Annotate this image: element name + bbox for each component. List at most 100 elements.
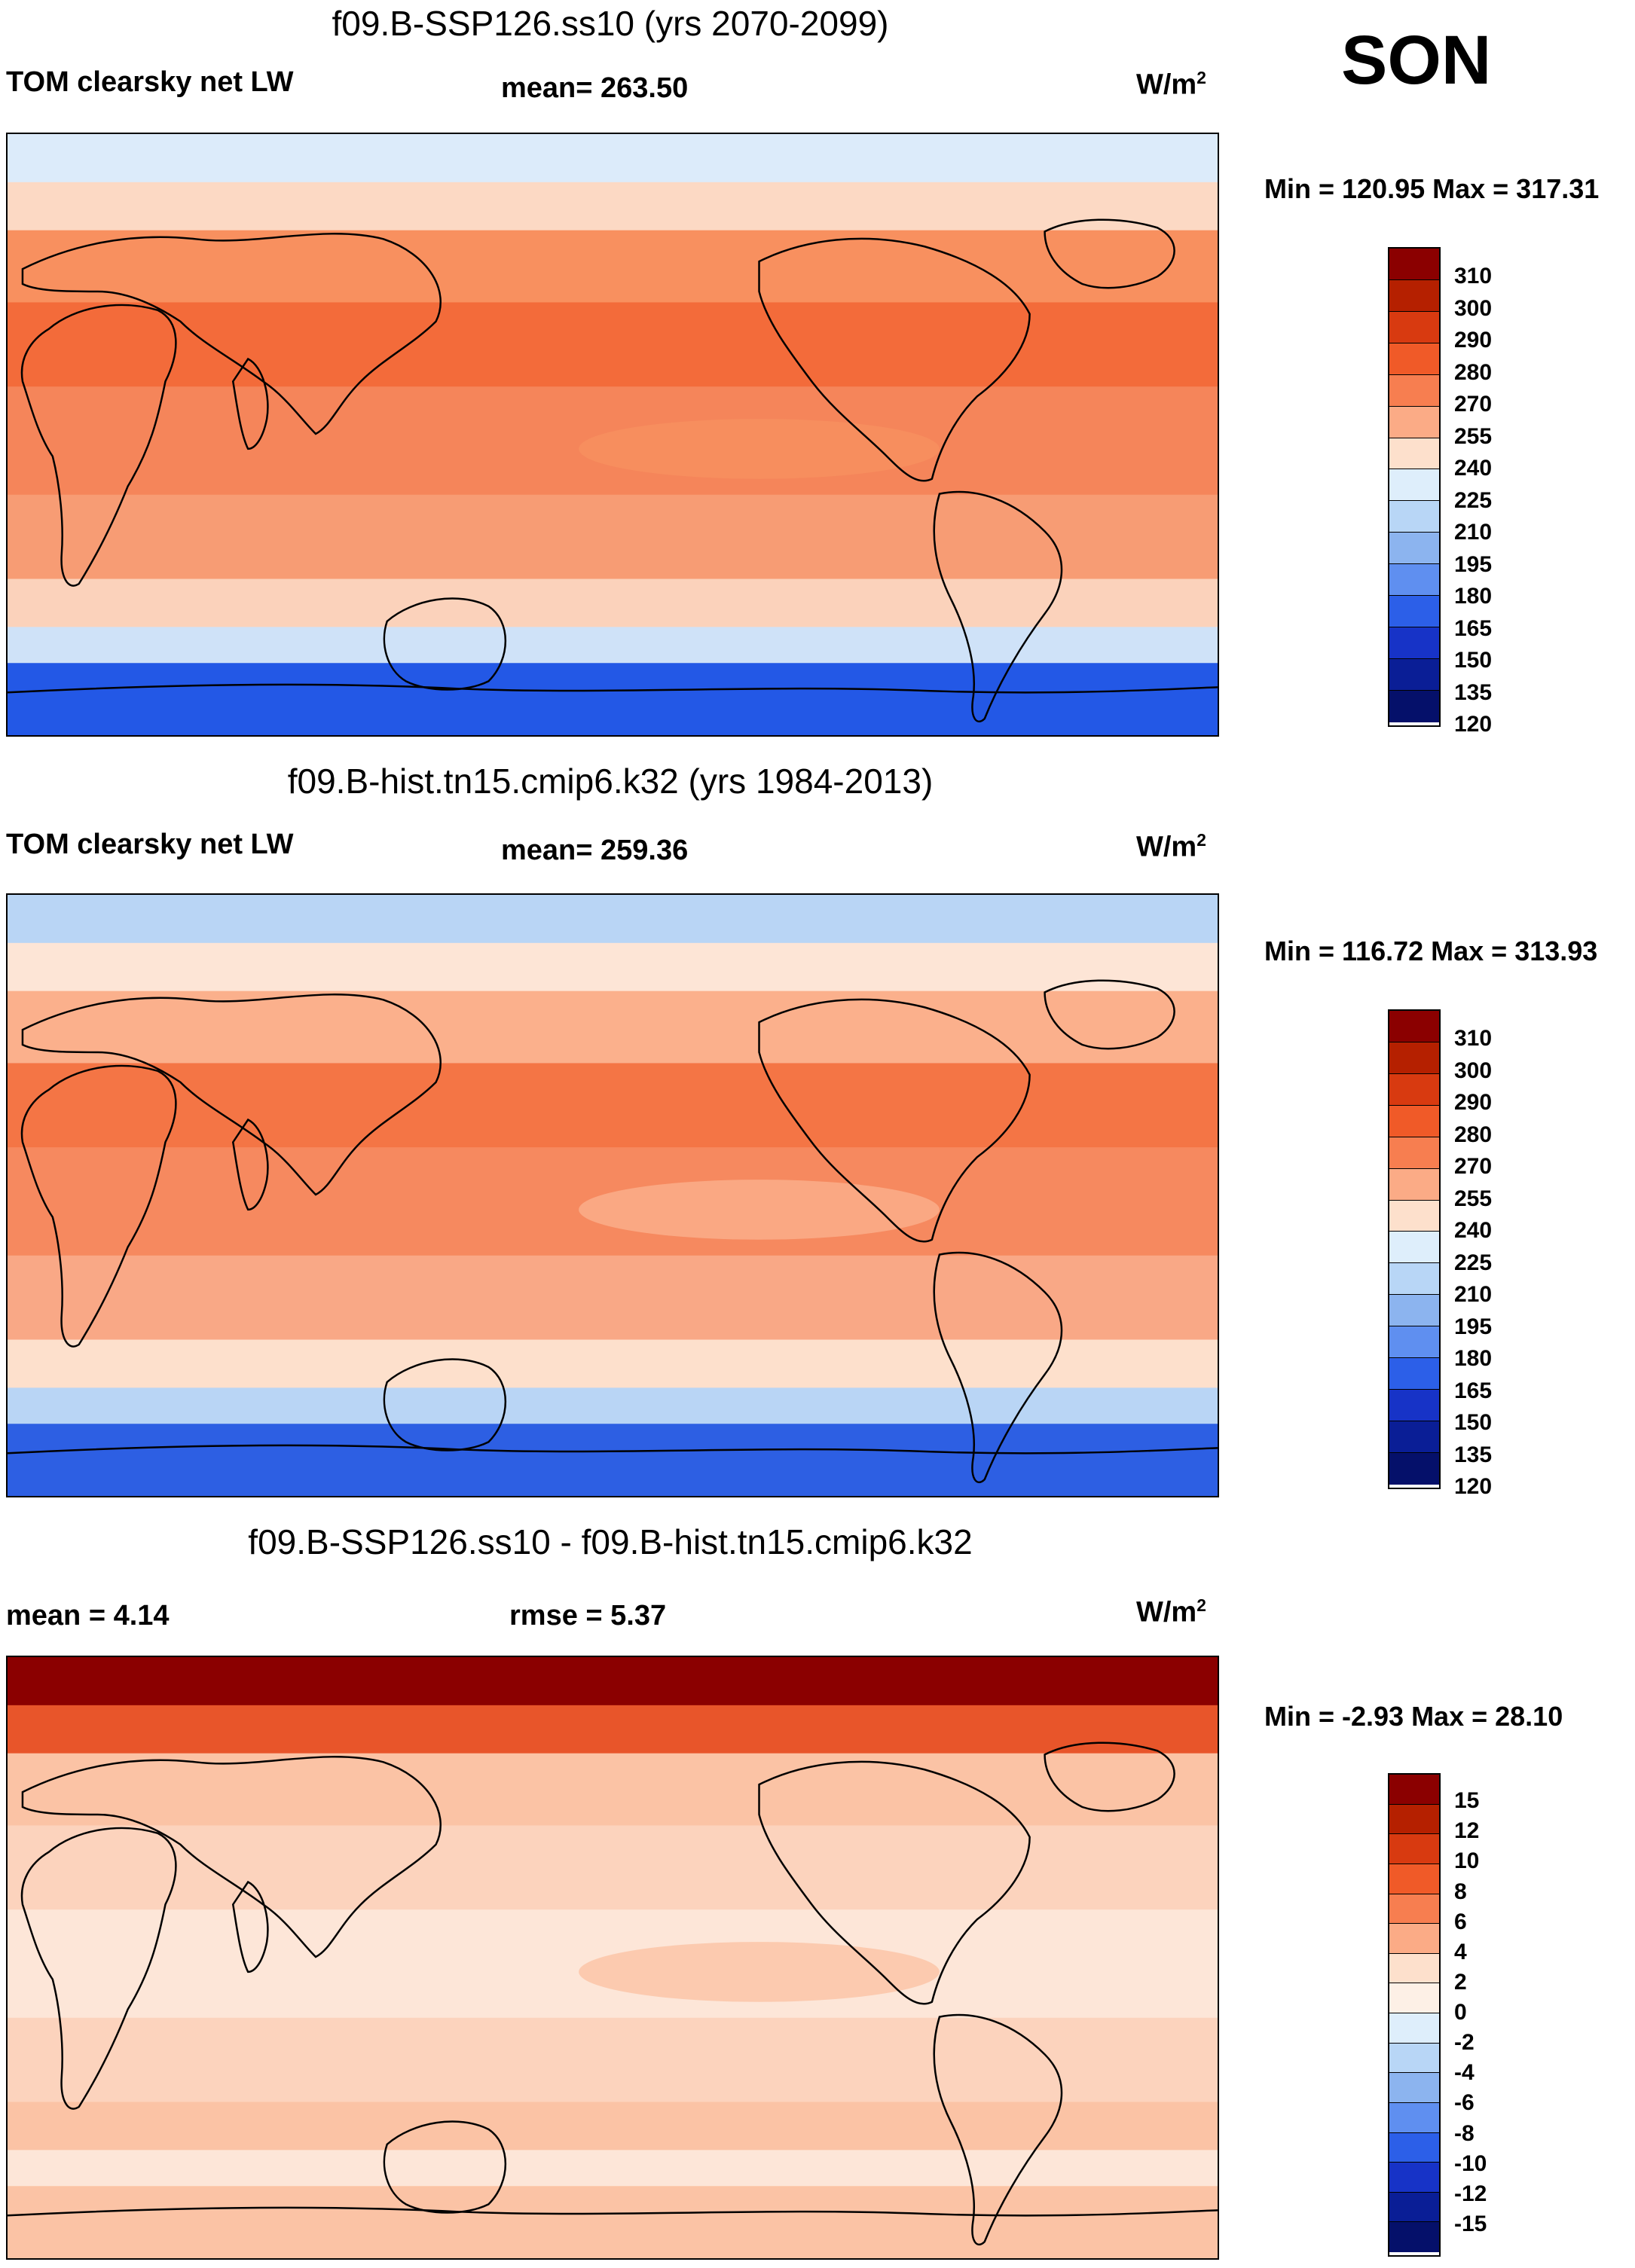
map-coastline: [21, 1756, 442, 1958]
colorbar-swatch: [1389, 2132, 1439, 2163]
panel-1-units: W/m2: [1136, 68, 1206, 101]
colorbar-swatch: [1389, 343, 1439, 375]
map-band: [8, 1705, 1218, 1754]
colorbar-tick-label: -6: [1454, 2090, 1475, 2116]
map-band: [8, 494, 1218, 580]
map-band: [8, 1387, 1218, 1425]
map-band: [8, 182, 1218, 231]
colorbar-swatch: [1389, 1042, 1439, 1074]
map-coastline: [20, 1827, 177, 2110]
panel-1-title: f09.B-SSP126.ss10 (yrs 2070-2099): [332, 4, 889, 43]
colorbar-tick-label: 255: [1454, 1186, 1493, 1211]
panel-1-minmax: Min = 120.95 Max = 317.31: [1264, 173, 1600, 204]
colorbar-tick-label: 10: [1454, 1848, 1480, 1874]
colorbar-swatch: [1389, 1953, 1439, 1984]
map-coastline: [20, 304, 177, 587]
map-band: [8, 1255, 1218, 1341]
colorbar-swatch: [1389, 1011, 1439, 1042]
panel-1-map: [6, 133, 1219, 737]
map-band: [8, 2017, 1218, 2103]
map-band: [8, 578, 1218, 628]
colorbar-tick-label: 165: [1454, 615, 1493, 641]
panel-3-map: [6, 1656, 1219, 2260]
map-band: [8, 942, 1218, 992]
colorbar-tick-label: 180: [1454, 1346, 1493, 1372]
panel-3-mean-label: mean = 4.14: [6, 1600, 170, 1632]
colorbar-swatch: [1389, 1232, 1439, 1264]
colorbar-tick-label: 290: [1454, 1090, 1493, 1116]
map-band: [8, 663, 1218, 735]
map-band: [8, 2186, 1218, 2258]
colorbar-swatch: [1389, 1168, 1439, 1201]
map-coastline: [1044, 218, 1175, 289]
colorbar-swatch: [1389, 501, 1439, 533]
colorbar-swatch: [1389, 438, 1439, 470]
map-coastline: [758, 1760, 1031, 2005]
map-band: [8, 1825, 1218, 1911]
map-band: [8, 2102, 1218, 2151]
panel-3-colorbar: [1388, 1773, 1441, 2257]
colorbar-tick-label: 165: [1454, 1378, 1493, 1403]
colorbar-swatch: [1389, 2163, 1439, 2193]
panel-2-map: [6, 893, 1219, 1497]
colorbar-swatch: [1389, 1983, 1439, 2013]
colorbar-tick-label: 240: [1454, 456, 1493, 481]
panel-1-variable-label: TOM clearsky net LW: [6, 66, 294, 98]
colorbar-tick-label: 150: [1454, 648, 1493, 673]
colorbar-swatch: [1389, 627, 1439, 659]
map-coastline: [1044, 1741, 1175, 1812]
colorbar-swatch: [1389, 1263, 1439, 1296]
colorbar-tick-label: 270: [1454, 392, 1493, 417]
map-band: [8, 991, 1218, 1064]
colorbar-tick-label: 255: [1454, 423, 1493, 449]
colorbar-swatch: [1389, 2102, 1439, 2133]
colorbar-tick-label: 4: [1454, 1939, 1467, 1964]
colorbar-tick-label: 135: [1454, 679, 1493, 705]
map-band: [8, 134, 1218, 183]
map-warm-pool: [579, 1180, 940, 1240]
map-coastline: [758, 237, 1031, 482]
colorbar-tick-label: -4: [1454, 2060, 1475, 2086]
map-coastline: [933, 2013, 1063, 2246]
colorbar-swatch: [1389, 1295, 1439, 1327]
colorbar-tick-label: 15: [1454, 1788, 1480, 1814]
season-label: SON: [1341, 22, 1492, 99]
colorbar-swatch: [1389, 564, 1439, 597]
colorbar-swatch: [1389, 1200, 1439, 1232]
panel-2-mean-label: mean= 259.36: [501, 835, 689, 866]
colorbar-swatch: [1389, 2222, 1439, 2252]
colorbar-swatch: [1389, 1105, 1439, 1137]
map-coastline: [758, 998, 1031, 1243]
panel-3-minmax: Min = -2.93 Max = 28.10: [1264, 1701, 1563, 1732]
colorbar-tick-label: 225: [1454, 1250, 1493, 1275]
colorbar-tick-label: -10: [1454, 2150, 1487, 2176]
colorbar-tick-label: 300: [1454, 1058, 1493, 1083]
colorbar-tick-label: 0: [1454, 2000, 1467, 2025]
colorbar-swatch: [1389, 2043, 1439, 2074]
colorbar-swatch: [1389, 596, 1439, 628]
colorbar-tick-label: -12: [1454, 2181, 1487, 2206]
colorbar-swatch: [1389, 1358, 1439, 1390]
colorbar-tick-label: 12: [1454, 1818, 1480, 1844]
colorbar-tick-label: 120: [1454, 1474, 1493, 1499]
colorbar-swatch: [1389, 1775, 1439, 1805]
colorbar-swatch: [1389, 1924, 1439, 1954]
colorbar-tick-label: 225: [1454, 487, 1493, 513]
map-coastline: [1044, 979, 1175, 1050]
panel-1-mean-label: mean= 263.50: [501, 72, 689, 104]
colorbar-tick-label: -8: [1454, 2120, 1475, 2146]
panel-3-rmse-label: rmse = 5.37: [509, 1600, 667, 1632]
colorbar-tick-label: 270: [1454, 1154, 1493, 1180]
colorbar-swatch: [1389, 1390, 1439, 1421]
colorbar-swatch: [1389, 1326, 1439, 1359]
colorbar-swatch: [1389, 1894, 1439, 1925]
colorbar-swatch: [1389, 2013, 1439, 2044]
colorbar-swatch: [1389, 690, 1439, 722]
colorbar-swatch: [1389, 2192, 1439, 2223]
panel-1-colorbar: [1388, 247, 1441, 727]
colorbar-tick-label: 6: [1454, 1909, 1467, 1934]
colorbar-swatch: [1389, 374, 1439, 407]
map-coastline: [231, 1880, 269, 1973]
colorbar-tick-label: 280: [1454, 1122, 1493, 1147]
colorbar-tick-label: 310: [1454, 1026, 1493, 1052]
